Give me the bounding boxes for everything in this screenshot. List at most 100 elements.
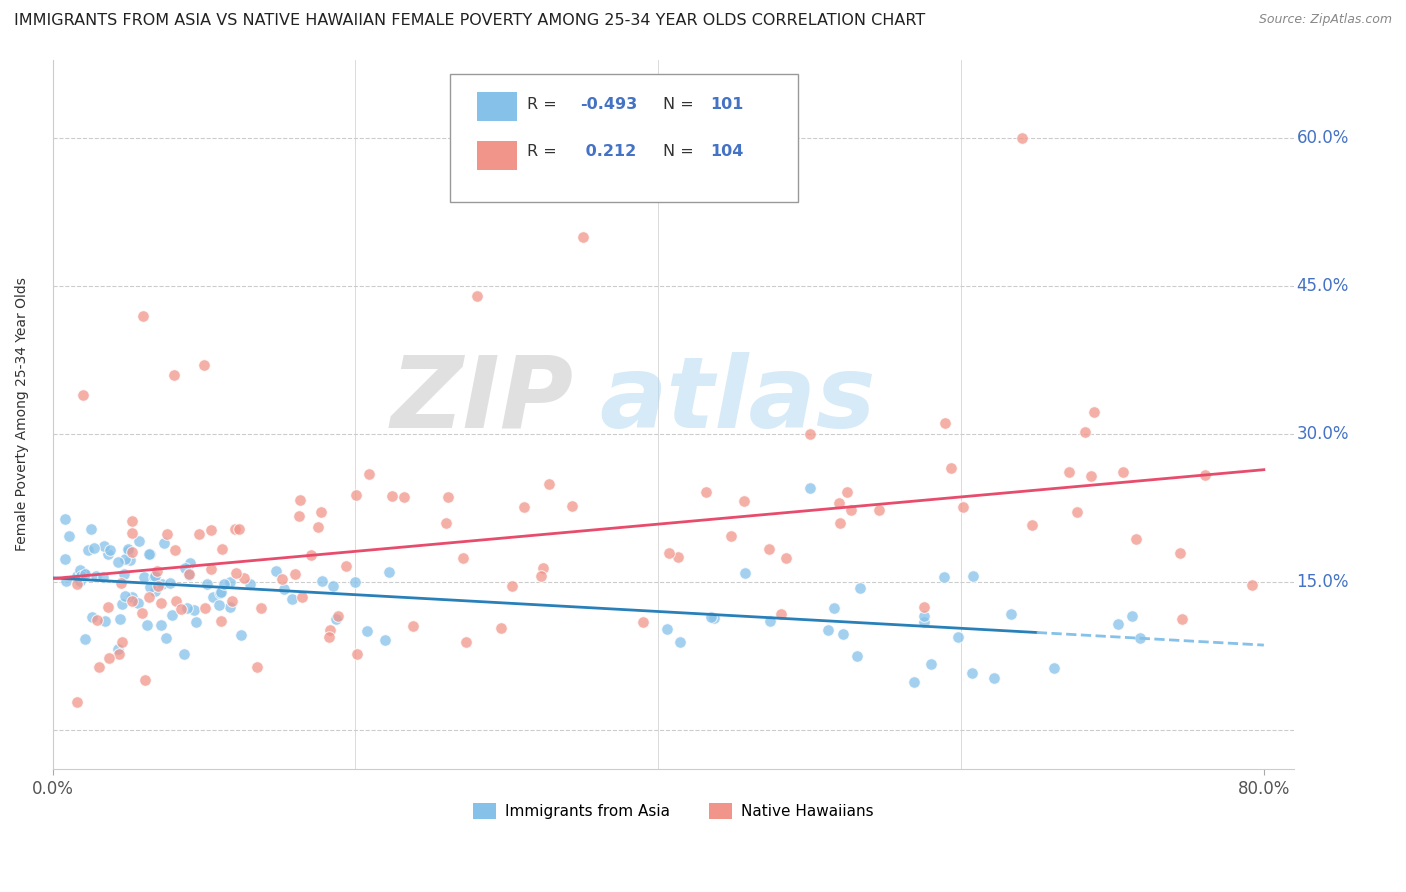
Point: [139, 547, 162, 561]
Point: [1112, 465, 1135, 479]
Point: [571, 230, 593, 244]
Point: [93, 540, 115, 554]
Point: [194, 601, 217, 615]
Point: [170, 602, 193, 616]
Point: [87, 660, 110, 674]
Point: [173, 648, 195, 662]
Point: [219, 600, 242, 615]
Point: [209, 614, 232, 628]
Point: [1083, 405, 1105, 419]
Point: [121, 590, 143, 604]
Point: [402, 618, 425, 632]
Point: [1171, 612, 1194, 626]
Point: [356, 624, 378, 639]
Point: [344, 574, 367, 589]
Point: [72, 388, 94, 402]
Point: [224, 522, 246, 536]
Point: [669, 635, 692, 649]
Point: [107, 647, 129, 661]
Point: [65, 569, 87, 583]
Point: [163, 368, 186, 382]
Point: [86, 569, 108, 583]
Point: [121, 526, 143, 541]
Text: R =: R =: [527, 145, 562, 160]
Point: [239, 576, 262, 591]
Point: [1011, 131, 1033, 145]
Point: [75, 632, 97, 646]
Point: [69, 563, 91, 577]
Text: atlas: atlas: [599, 351, 876, 449]
Point: [319, 624, 342, 638]
Point: [76, 542, 98, 557]
Point: [121, 594, 143, 608]
Text: 45.0%: 45.0%: [1296, 277, 1348, 295]
Point: [758, 614, 780, 628]
Point: [155, 631, 177, 645]
Point: [1107, 617, 1129, 632]
Point: [848, 582, 870, 596]
Point: [734, 566, 756, 580]
Point: [80, 610, 103, 624]
Point: [561, 499, 583, 513]
Point: [962, 666, 984, 681]
Point: [817, 623, 839, 637]
Point: [328, 609, 350, 624]
Point: [73, 566, 96, 580]
Point: [193, 358, 215, 372]
Point: [53, 551, 76, 566]
Point: [246, 660, 269, 674]
Point: [160, 607, 183, 622]
Point: [703, 611, 725, 625]
Point: [108, 612, 131, 626]
Point: [823, 601, 845, 615]
Point: [346, 487, 368, 501]
Point: [799, 427, 821, 442]
Point: [174, 561, 197, 575]
Point: [1066, 505, 1088, 519]
Point: [187, 527, 209, 541]
Point: [107, 641, 129, 656]
Point: [335, 558, 357, 573]
Point: [912, 599, 935, 614]
Point: [146, 565, 169, 579]
Point: [184, 615, 207, 630]
Point: [83, 541, 105, 555]
Y-axis label: Female Poverty Among 25-34 Year Olds: Female Poverty Among 25-34 Year Olds: [15, 277, 30, 551]
Point: [1074, 425, 1097, 439]
Point: [86, 614, 108, 628]
Point: [114, 551, 136, 566]
Point: [291, 591, 314, 605]
Point: [733, 493, 755, 508]
Point: [250, 600, 273, 615]
Point: [117, 544, 139, 558]
Point: [946, 630, 969, 644]
Point: [832, 626, 855, 640]
Point: [318, 630, 340, 644]
Point: [633, 615, 655, 630]
Point: [284, 567, 307, 582]
Point: [131, 606, 153, 620]
Point: [97, 651, 120, 665]
Point: [437, 490, 460, 504]
Point: [139, 580, 162, 594]
Point: [179, 568, 201, 582]
Point: [934, 416, 956, 430]
Point: [346, 647, 368, 661]
Point: [939, 461, 962, 475]
Point: [208, 586, 231, 600]
Point: [228, 522, 250, 536]
Point: [66, 695, 89, 709]
Point: [136, 618, 159, 632]
Point: [128, 534, 150, 549]
Point: [1240, 578, 1263, 592]
Point: [143, 569, 166, 583]
Point: [132, 309, 155, 323]
Point: [934, 570, 956, 584]
FancyBboxPatch shape: [477, 92, 517, 120]
Point: [359, 467, 381, 481]
Point: [537, 476, 560, 491]
Point: [983, 671, 1005, 685]
Point: [97, 599, 120, 614]
FancyBboxPatch shape: [450, 74, 797, 202]
Point: [219, 574, 242, 589]
